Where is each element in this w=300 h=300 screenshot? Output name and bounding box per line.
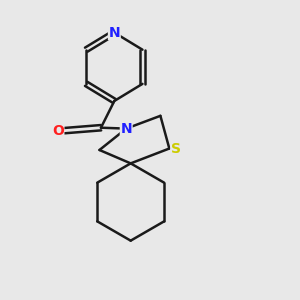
Text: N: N <box>120 122 132 136</box>
Text: S: S <box>171 142 181 155</box>
Text: N: N <box>109 26 120 40</box>
Text: O: O <box>52 124 64 138</box>
